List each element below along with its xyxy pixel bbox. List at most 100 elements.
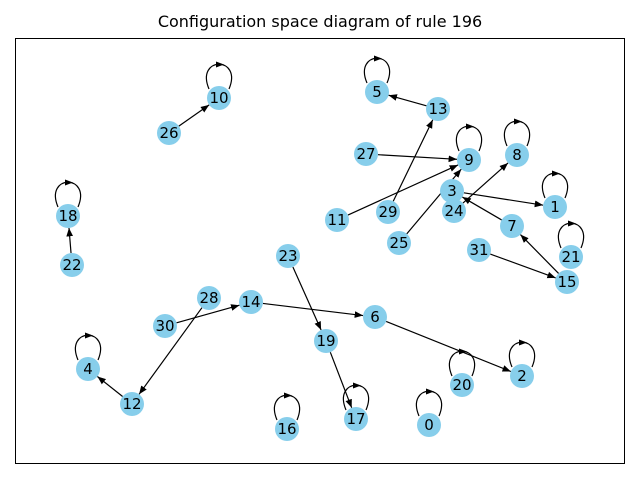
node-24: 24 xyxy=(442,199,466,223)
node-label: 4 xyxy=(83,360,93,378)
node-circle xyxy=(365,80,389,104)
edge-30-to-14 xyxy=(176,304,240,324)
edge-12-to-4 xyxy=(97,376,123,397)
node-0: 0 xyxy=(417,413,441,437)
self-loop-edge-4 xyxy=(75,334,101,361)
self-loop-edge-5 xyxy=(364,57,390,84)
self-loop-arrow-9 xyxy=(466,123,474,130)
node-label: 0 xyxy=(424,416,434,434)
node-27: 27 xyxy=(354,142,378,166)
node-circle xyxy=(500,214,524,238)
edge-28-to-12 xyxy=(138,307,203,395)
self-loop-arrow-2 xyxy=(519,339,527,346)
node-circle xyxy=(157,121,181,145)
node-label: 19 xyxy=(316,332,335,350)
node-circle xyxy=(467,238,491,262)
node-circle xyxy=(505,143,529,167)
node-label: 28 xyxy=(199,289,218,307)
node-22: 22 xyxy=(60,253,84,277)
node-18: 18 xyxy=(56,204,80,228)
node-15: 15 xyxy=(555,270,579,294)
edge-13-to-5 xyxy=(388,94,427,107)
node-circle xyxy=(426,97,450,121)
node-19: 19 xyxy=(314,329,338,353)
node-label: 5 xyxy=(372,83,382,101)
node-circle xyxy=(450,373,474,397)
node-16: 16 xyxy=(275,417,299,441)
self-loop-edge-2 xyxy=(509,341,535,368)
self-loop-edge-18 xyxy=(55,181,81,208)
edge-27-to-9 xyxy=(377,154,458,163)
self-loop-edge-20 xyxy=(449,350,475,377)
node-circle xyxy=(197,286,221,310)
self-loop-arrow-1 xyxy=(552,170,560,177)
node-circle xyxy=(60,253,84,277)
node-label: 24 xyxy=(444,202,463,220)
edge-6-to-2 xyxy=(385,320,512,373)
self-loop-arrow-10 xyxy=(216,61,224,68)
node-label: 9 xyxy=(464,151,474,169)
node-12: 12 xyxy=(120,392,144,416)
self-loop-arrow-4 xyxy=(85,332,93,339)
node-label: 26 xyxy=(159,124,178,142)
self-loop-edge-0 xyxy=(416,390,442,417)
node-20: 20 xyxy=(450,373,474,397)
node-circle xyxy=(275,417,299,441)
node-5: 5 xyxy=(365,80,389,104)
self-loop-arrow-5 xyxy=(374,55,382,62)
self-loop-arrow-0 xyxy=(426,388,434,395)
edge-7-to-3 xyxy=(462,196,502,221)
node-7: 7 xyxy=(500,214,524,238)
node-25: 25 xyxy=(387,231,411,255)
node-10: 10 xyxy=(207,86,231,110)
self-loop-arrow-17 xyxy=(353,382,361,389)
edge-19-to-17 xyxy=(329,351,353,409)
self-loop-arrow-18 xyxy=(65,179,73,186)
node-circle xyxy=(76,357,100,381)
node-31: 31 xyxy=(467,238,491,262)
node-label: 6 xyxy=(370,308,380,326)
node-2: 2 xyxy=(510,364,534,388)
node-6: 6 xyxy=(363,305,387,329)
node-label: 2 xyxy=(517,367,527,385)
edge-11-to-9 xyxy=(347,164,459,216)
node-circle xyxy=(207,86,231,110)
node-26: 26 xyxy=(157,121,181,145)
edges-layer xyxy=(55,55,584,421)
self-loop-edge-21 xyxy=(558,222,584,249)
edge-3-to-1 xyxy=(463,192,544,208)
node-label: 17 xyxy=(346,410,365,428)
node-circle xyxy=(387,231,411,255)
node-circle xyxy=(559,245,583,269)
node-circle xyxy=(543,195,567,219)
self-loop-arrow-20 xyxy=(459,348,467,355)
edge-15-to-7 xyxy=(519,234,560,274)
self-loop-arrow-8 xyxy=(514,118,522,125)
plot-frame xyxy=(15,38,625,464)
node-circle xyxy=(120,392,144,416)
node-1: 1 xyxy=(543,195,567,219)
node-3: 3 xyxy=(440,179,464,203)
node-circle xyxy=(344,407,368,431)
edge-24-to-8 xyxy=(462,162,509,204)
node-circle xyxy=(363,305,387,329)
node-23: 23 xyxy=(276,244,300,268)
node-4: 4 xyxy=(76,357,100,381)
node-13: 13 xyxy=(426,97,450,121)
node-circle xyxy=(376,200,400,224)
node-label: 14 xyxy=(241,293,260,311)
node-30: 30 xyxy=(153,314,177,338)
self-loop-edge-1 xyxy=(542,172,568,199)
node-29: 29 xyxy=(376,200,400,224)
node-14: 14 xyxy=(239,290,263,314)
node-28: 28 xyxy=(197,286,221,310)
node-9: 9 xyxy=(457,148,481,172)
node-label: 11 xyxy=(327,211,346,229)
node-label: 10 xyxy=(209,89,228,107)
node-17: 17 xyxy=(344,407,368,431)
node-8: 8 xyxy=(505,143,529,167)
node-label: 29 xyxy=(378,203,397,221)
node-label: 21 xyxy=(561,248,580,266)
